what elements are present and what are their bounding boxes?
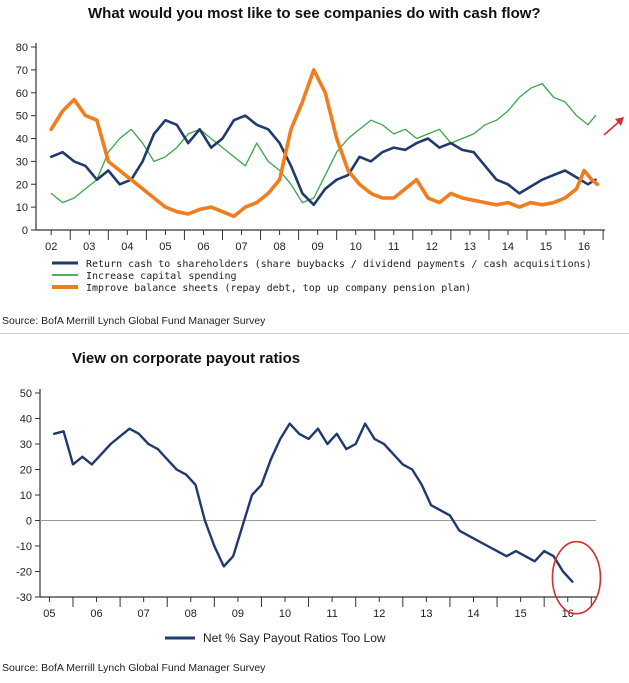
- series-line-1: [50, 82, 597, 204]
- x-tick-label: 02: [45, 241, 57, 253]
- chart1-source: Source: BofA Merrill Lynch Global Fund M…: [2, 315, 266, 327]
- y-tick-label: 0: [26, 516, 32, 528]
- chart1-plot: 0 10 20 30 40 50 60 70 80 02 03 04 05 06 07 08 09 10 11 12 1…: [16, 42, 624, 294]
- x-tick-label: 15: [540, 241, 552, 253]
- x-tick-label: 13: [464, 241, 476, 253]
- legend-label-1: Increase capital spending: [86, 271, 237, 282]
- x-tick-label: 10: [279, 608, 291, 620]
- x-tick-label: 15: [514, 608, 526, 620]
- y-tick-label: 70: [16, 65, 28, 77]
- x-tick-label: 08: [185, 608, 197, 620]
- x-tick-label: 05: [43, 608, 55, 620]
- legend-label-0: Net % Say Payout Ratios Too Low: [203, 631, 386, 645]
- x-tick-label: 06: [197, 241, 209, 253]
- y-tick-label: -30: [16, 592, 32, 604]
- chart2-plot: -30 -20 -10 0 10 20 30 40 50 05 06 07 08 09 10 11 12 13 14…: [16, 388, 602, 645]
- y-tick-label: 50: [16, 111, 28, 123]
- y-tick-label: 30: [20, 439, 32, 451]
- x-tick-label: 08: [273, 241, 285, 253]
- y-tick-label: 20: [20, 465, 32, 477]
- y-tick-label: 50: [20, 388, 32, 400]
- x-tick-label: 04: [121, 241, 133, 253]
- highlight-circle: [551, 540, 602, 615]
- x-tick-label: 09: [232, 608, 244, 620]
- x-tick-label: 12: [373, 608, 385, 620]
- y-tick-label: 10: [20, 490, 32, 502]
- legend-label-2: Improve balance sheets (repay debt, top …: [86, 283, 471, 294]
- y-tick-label: 40: [16, 134, 28, 146]
- y-tick-label: 10: [16, 202, 28, 214]
- trend-arrow-head: [615, 117, 624, 126]
- y-tick-label: -20: [16, 567, 32, 579]
- x-tick-label: 12: [426, 241, 438, 253]
- y-tick-label: 0: [22, 225, 28, 237]
- x-tick-label: 06: [90, 608, 102, 620]
- legend-label-0: Return cash to shareholders (share buyba…: [86, 259, 592, 270]
- series-line-0: [49, 114, 597, 207]
- y-tick-label: -10: [16, 541, 32, 553]
- x-tick-label: 13: [420, 608, 432, 620]
- x-tick-label: 14: [467, 608, 479, 620]
- chart2-title: View on corporate payout ratios: [72, 350, 301, 367]
- y-tick-label: 80: [16, 42, 28, 54]
- panel-divider: [0, 333, 629, 334]
- x-tick-label: 10: [350, 241, 362, 253]
- series-line-0: [52, 422, 574, 583]
- y-tick-label: 60: [16, 88, 28, 100]
- x-tick-label: 16: [562, 608, 574, 620]
- y-tick-label: 40: [20, 414, 32, 426]
- chart1-title: What would you most like to see companie…: [88, 5, 541, 22]
- x-tick-label: 11: [326, 608, 337, 620]
- x-tick-label: 07: [235, 241, 247, 253]
- x-tick-label: 05: [159, 241, 171, 253]
- y-tick-label: 30: [16, 156, 28, 168]
- x-tick-label: 07: [138, 608, 150, 620]
- y-tick-label: 20: [16, 179, 28, 191]
- x-tick-label: 14: [502, 241, 514, 253]
- series-line-2: [49, 68, 600, 219]
- x-tick-label: 11: [388, 241, 399, 253]
- chart2-source: Source: BofA Merrill Lynch Global Fund M…: [2, 662, 266, 674]
- x-tick-label: 16: [578, 241, 590, 253]
- x-tick-label: 09: [312, 241, 324, 253]
- x-tick-label: 03: [83, 241, 95, 253]
